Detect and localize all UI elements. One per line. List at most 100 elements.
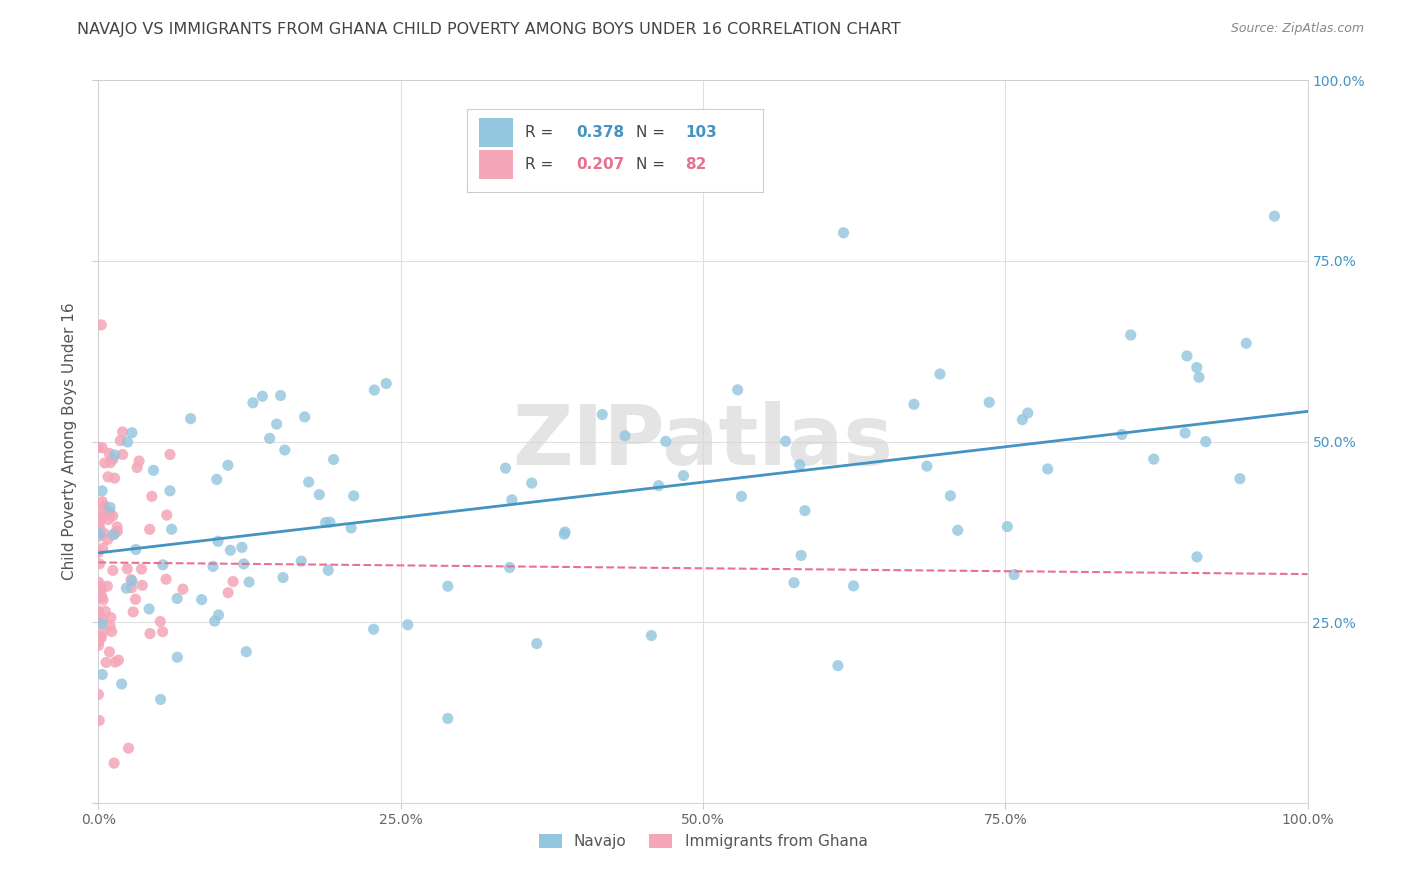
- Point: [87, 545, 110, 559]
- Point: [98, 645, 121, 659]
- Point: [120, 581, 142, 595]
- Point: [131, 562, 153, 576]
- Point: [94, 604, 117, 618]
- Point: [238, 575, 260, 590]
- Point: [87, 441, 110, 455]
- Point: [104, 448, 127, 462]
- Point: [91, 612, 114, 626]
- Point: [190, 592, 212, 607]
- Point: [1011, 412, 1033, 426]
- Point: [495, 461, 517, 475]
- Point: [111, 425, 134, 439]
- Point: [640, 628, 662, 642]
- Point: [101, 508, 124, 523]
- Point: [1175, 349, 1198, 363]
- Point: [127, 460, 149, 475]
- Point: [672, 468, 695, 483]
- Text: ZIPatlas: ZIPatlas: [513, 401, 893, 482]
- Point: [159, 447, 181, 461]
- Point: [783, 575, 806, 590]
- Point: [915, 459, 938, 474]
- Text: 103: 103: [685, 125, 717, 140]
- Point: [647, 478, 669, 492]
- Point: [100, 456, 122, 470]
- Point: [87, 605, 110, 619]
- Point: [166, 650, 188, 665]
- Point: [832, 226, 855, 240]
- Point: [87, 639, 110, 653]
- Point: [90, 580, 112, 594]
- Point: [180, 411, 202, 425]
- Point: [827, 658, 849, 673]
- Point: [207, 607, 229, 622]
- Point: [520, 476, 543, 491]
- Point: [87, 516, 110, 531]
- Point: [166, 591, 188, 606]
- Y-axis label: Child Poverty Among Boys Under 16: Child Poverty Among Boys Under 16: [62, 302, 77, 581]
- Point: [271, 570, 294, 584]
- Point: [98, 619, 121, 633]
- Point: [1017, 406, 1039, 420]
- Point: [207, 534, 229, 549]
- Point: [1174, 425, 1197, 440]
- Point: [204, 614, 226, 628]
- Text: 82: 82: [685, 157, 706, 172]
- Point: [141, 489, 163, 503]
- Point: [1111, 427, 1133, 442]
- Bar: [479, 151, 513, 179]
- Point: [87, 590, 110, 604]
- Point: [90, 589, 112, 603]
- Point: [101, 452, 124, 467]
- Point: [315, 516, 337, 530]
- Point: [1234, 336, 1257, 351]
- Bar: [479, 118, 513, 147]
- Point: [91, 483, 114, 498]
- Point: [89, 521, 111, 535]
- Point: [104, 526, 127, 541]
- Point: [90, 630, 112, 644]
- Point: [298, 475, 321, 489]
- Point: [498, 560, 520, 574]
- Point: [103, 527, 125, 541]
- Point: [231, 541, 253, 555]
- Point: [322, 452, 344, 467]
- Point: [91, 667, 114, 681]
- Point: [122, 605, 145, 619]
- Point: [614, 429, 637, 443]
- Point: [138, 602, 160, 616]
- Point: [98, 500, 121, 515]
- Point: [97, 470, 120, 484]
- Point: [939, 489, 962, 503]
- Text: NAVAJO VS IMMIGRANTS FROM GHANA CHILD POVERTY AMONG BOYS UNDER 16 CORRELATION CH: NAVAJO VS IMMIGRANTS FROM GHANA CHILD PO…: [77, 22, 901, 37]
- Point: [152, 624, 174, 639]
- Point: [396, 617, 419, 632]
- Point: [87, 634, 110, 648]
- Text: N =: N =: [637, 157, 665, 172]
- Point: [138, 522, 160, 536]
- Point: [316, 563, 339, 577]
- Point: [159, 483, 181, 498]
- Point: [1185, 360, 1208, 375]
- Point: [160, 522, 183, 536]
- Point: [100, 624, 122, 639]
- Point: [979, 395, 1001, 409]
- Point: [1195, 434, 1218, 449]
- Point: [107, 653, 129, 667]
- Point: [553, 527, 575, 541]
- Point: [217, 458, 239, 473]
- Point: [205, 472, 228, 486]
- Point: [105, 524, 128, 539]
- Point: [97, 507, 120, 521]
- FancyBboxPatch shape: [467, 109, 763, 193]
- Point: [789, 458, 811, 472]
- Point: [1002, 567, 1025, 582]
- Point: [90, 318, 112, 332]
- Point: [90, 503, 112, 517]
- Point: [219, 543, 242, 558]
- Point: [946, 523, 969, 537]
- Point: [117, 741, 139, 756]
- Point: [363, 622, 385, 636]
- Point: [103, 471, 125, 485]
- Text: 0.207: 0.207: [576, 157, 624, 172]
- Text: Source: ZipAtlas.com: Source: ZipAtlas.com: [1230, 22, 1364, 36]
